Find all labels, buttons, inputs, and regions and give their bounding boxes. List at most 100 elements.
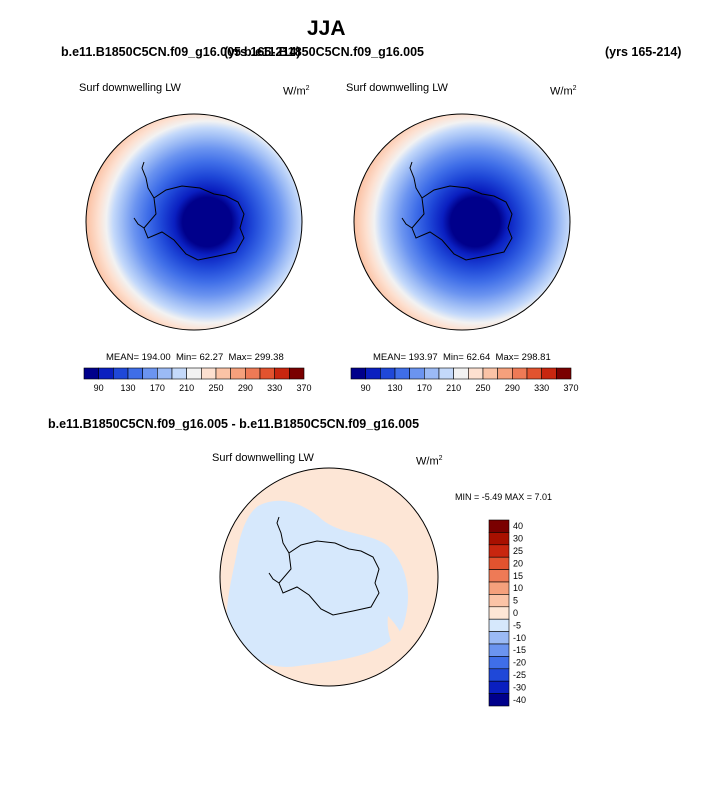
panel3-colorbar-tick-label: -30 [513, 682, 526, 692]
panel3-colorbar-swatch [488, 569, 510, 583]
panel2-colorbar-swatch [556, 367, 572, 380]
panel1-map [85, 113, 303, 331]
panel1-colorbar-swatch [83, 367, 99, 380]
panel1-colorbar-swatch [142, 367, 158, 380]
panel1-mean: MEAN= 194.00 [106, 352, 171, 363]
case-name-right: b.e11.B1850C5CN.f09_g16.005 [244, 45, 424, 59]
panel2-colorbar-tick-label: 130 [387, 383, 402, 393]
page-title: JJA [307, 17, 346, 40]
panel2-colorbar-swatch [424, 367, 440, 380]
panel3-positive-patch [378, 511, 416, 551]
panel2-colorbar-tick-label: 330 [534, 383, 549, 393]
panel3-colorbar-swatch [488, 680, 510, 694]
panel1-stats: MEAN= 194.00 Min= 62.27 Max= 299.38 [106, 352, 284, 363]
panel1-colorbar-tick-label: 250 [208, 383, 223, 393]
panel3-colorbar-tick-label: 25 [513, 546, 523, 556]
panel2-units: W/m2 [550, 85, 577, 98]
panel2-stats: MEAN= 193.97 Min= 62.64 Max= 298.81 [373, 352, 551, 363]
panel1-colorbar-swatch [230, 367, 246, 380]
panel3-colorbar-tick-label: -40 [513, 695, 526, 705]
panel2-colorbar-swatch [526, 367, 542, 380]
panel3-colorbar-swatch [488, 556, 510, 570]
panel2-max: Max= 298.81 [495, 352, 551, 363]
panel3-colorbar-tick-label: 40 [513, 521, 523, 531]
panel3-colorbar-tick-label: -20 [513, 658, 526, 668]
panel1-max: Max= 299.38 [228, 352, 284, 363]
panel3-colorbar-swatch [488, 519, 510, 533]
panel2-colorbar-swatch [541, 367, 557, 380]
panel2-colorbar-swatch [365, 367, 381, 380]
panel1-colorbar-tick-label: 330 [267, 383, 282, 393]
panel3-positive-patch-2 [387, 616, 405, 656]
panel3-colorbar-swatch [488, 532, 510, 546]
panel3-title: Surf downwelling LW [212, 452, 314, 464]
panel2-colorbar-tick-label: 370 [563, 383, 578, 393]
panel3-colorbar-swatch [488, 594, 510, 608]
panel3-colorbar-swatch [488, 693, 510, 707]
panel2-colorbar-swatch [394, 367, 410, 380]
case-years-left: (yrs 165-214) [224, 45, 301, 59]
panel2-colorbar-swatch [497, 367, 513, 380]
panel2-colorbar: 90 130 170 210 250 290 330 370 [350, 367, 579, 393]
panel1-units: W/m2 [283, 85, 310, 98]
panel2-colorbar-tick-label: 90 [361, 383, 371, 393]
panel1-min: Min= 62.27 [175, 352, 224, 363]
panel2-colorbar-tick-label: 250 [475, 383, 490, 393]
panel1-colorbar-swatch [157, 367, 173, 380]
panel3-colorbar: 40 30 25 20 15 10 5 0 -5 -10 -15 -20 -25 -30 -40 [488, 519, 526, 707]
panel3-colorbar-tick-label: 10 [513, 583, 523, 593]
panel1-colorbar-swatch [127, 367, 143, 380]
panel1-colorbar-tick-label: 370 [296, 383, 311, 393]
panel3-colorbar-swatch [488, 631, 510, 645]
panel3-colorbar-swatch [488, 544, 510, 558]
panel1-colorbar-tick-label: 210 [179, 383, 194, 393]
panel3-colorbar-swatch [488, 618, 510, 632]
panel2-map [353, 113, 571, 331]
case-name-left: b.e11.B1850C5CN.f09_g16.005 [61, 45, 241, 59]
panel2-mean: MEAN= 193.97 [373, 352, 438, 363]
panel1-colorbar-tick-label: 130 [120, 383, 135, 393]
panel2-title: Surf downwelling LW [346, 82, 448, 94]
panel2-colorbar-swatch [468, 367, 484, 380]
panel2-colorbar-swatch [453, 367, 469, 380]
panel1-colorbar-swatch [259, 367, 275, 380]
panel2-colorbar-tick-label: 210 [446, 383, 461, 393]
panel1-colorbar-swatch [274, 367, 290, 380]
panel2-colorbar-swatch [438, 367, 454, 380]
panel1-colorbar-swatch [98, 367, 114, 380]
panel1-border [85, 113, 303, 331]
panel3-colorbar-tick-label: -25 [513, 670, 526, 680]
panel1-colorbar-swatch [289, 367, 305, 380]
panel1-colorbar-swatch [245, 367, 261, 380]
panel3-colorbar-swatch [488, 656, 510, 670]
panel3-colorbar-tick-label: 15 [513, 571, 523, 581]
panel1-colorbar-tick-label: 170 [150, 383, 165, 393]
panel2-colorbar-swatch [482, 367, 498, 380]
panel3-colorbar-swatch [488, 581, 510, 595]
panel3-colorbar-swatch [488, 643, 510, 657]
panel2-colorbar-swatch [380, 367, 396, 380]
panel3-colorbar-tick-label: -10 [513, 633, 526, 643]
panel3-negative-region [226, 500, 408, 667]
panel2-colorbar-swatch [350, 367, 366, 380]
panel3-map [219, 467, 439, 687]
panel1-colorbar-swatch [215, 367, 231, 380]
panel3-colorbar-swatch [488, 668, 510, 682]
case-years-right: (yrs 165-214) [605, 45, 682, 59]
panel3-colorbar-tick-label: 20 [513, 558, 523, 568]
panel2-field [354, 114, 570, 330]
panel2-min: Min= 62.64 [442, 352, 491, 363]
panel2-border [353, 113, 571, 331]
panel3-border [219, 467, 439, 687]
panel2-colorbar-tick-label: 170 [417, 383, 432, 393]
panel1-title: Surf downwelling LW [79, 82, 181, 94]
panel3-colorbar-tick-label: 5 [513, 596, 518, 606]
panel1-colorbar: 90 130 170 210 250 290 330 370 [83, 367, 312, 393]
panel2-colorbar-swatch [512, 367, 528, 380]
panel1-colorbar-swatch [113, 367, 129, 380]
panel1-colorbar-swatch [171, 367, 187, 380]
panel1-colorbar-swatch [186, 367, 202, 380]
panel3-colorbar-tick-label: 30 [513, 534, 523, 544]
difference-title: b.e11.B1850C5CN.f09_g16.005 - b.e11.B185… [48, 417, 420, 431]
panel1-field [86, 114, 302, 330]
